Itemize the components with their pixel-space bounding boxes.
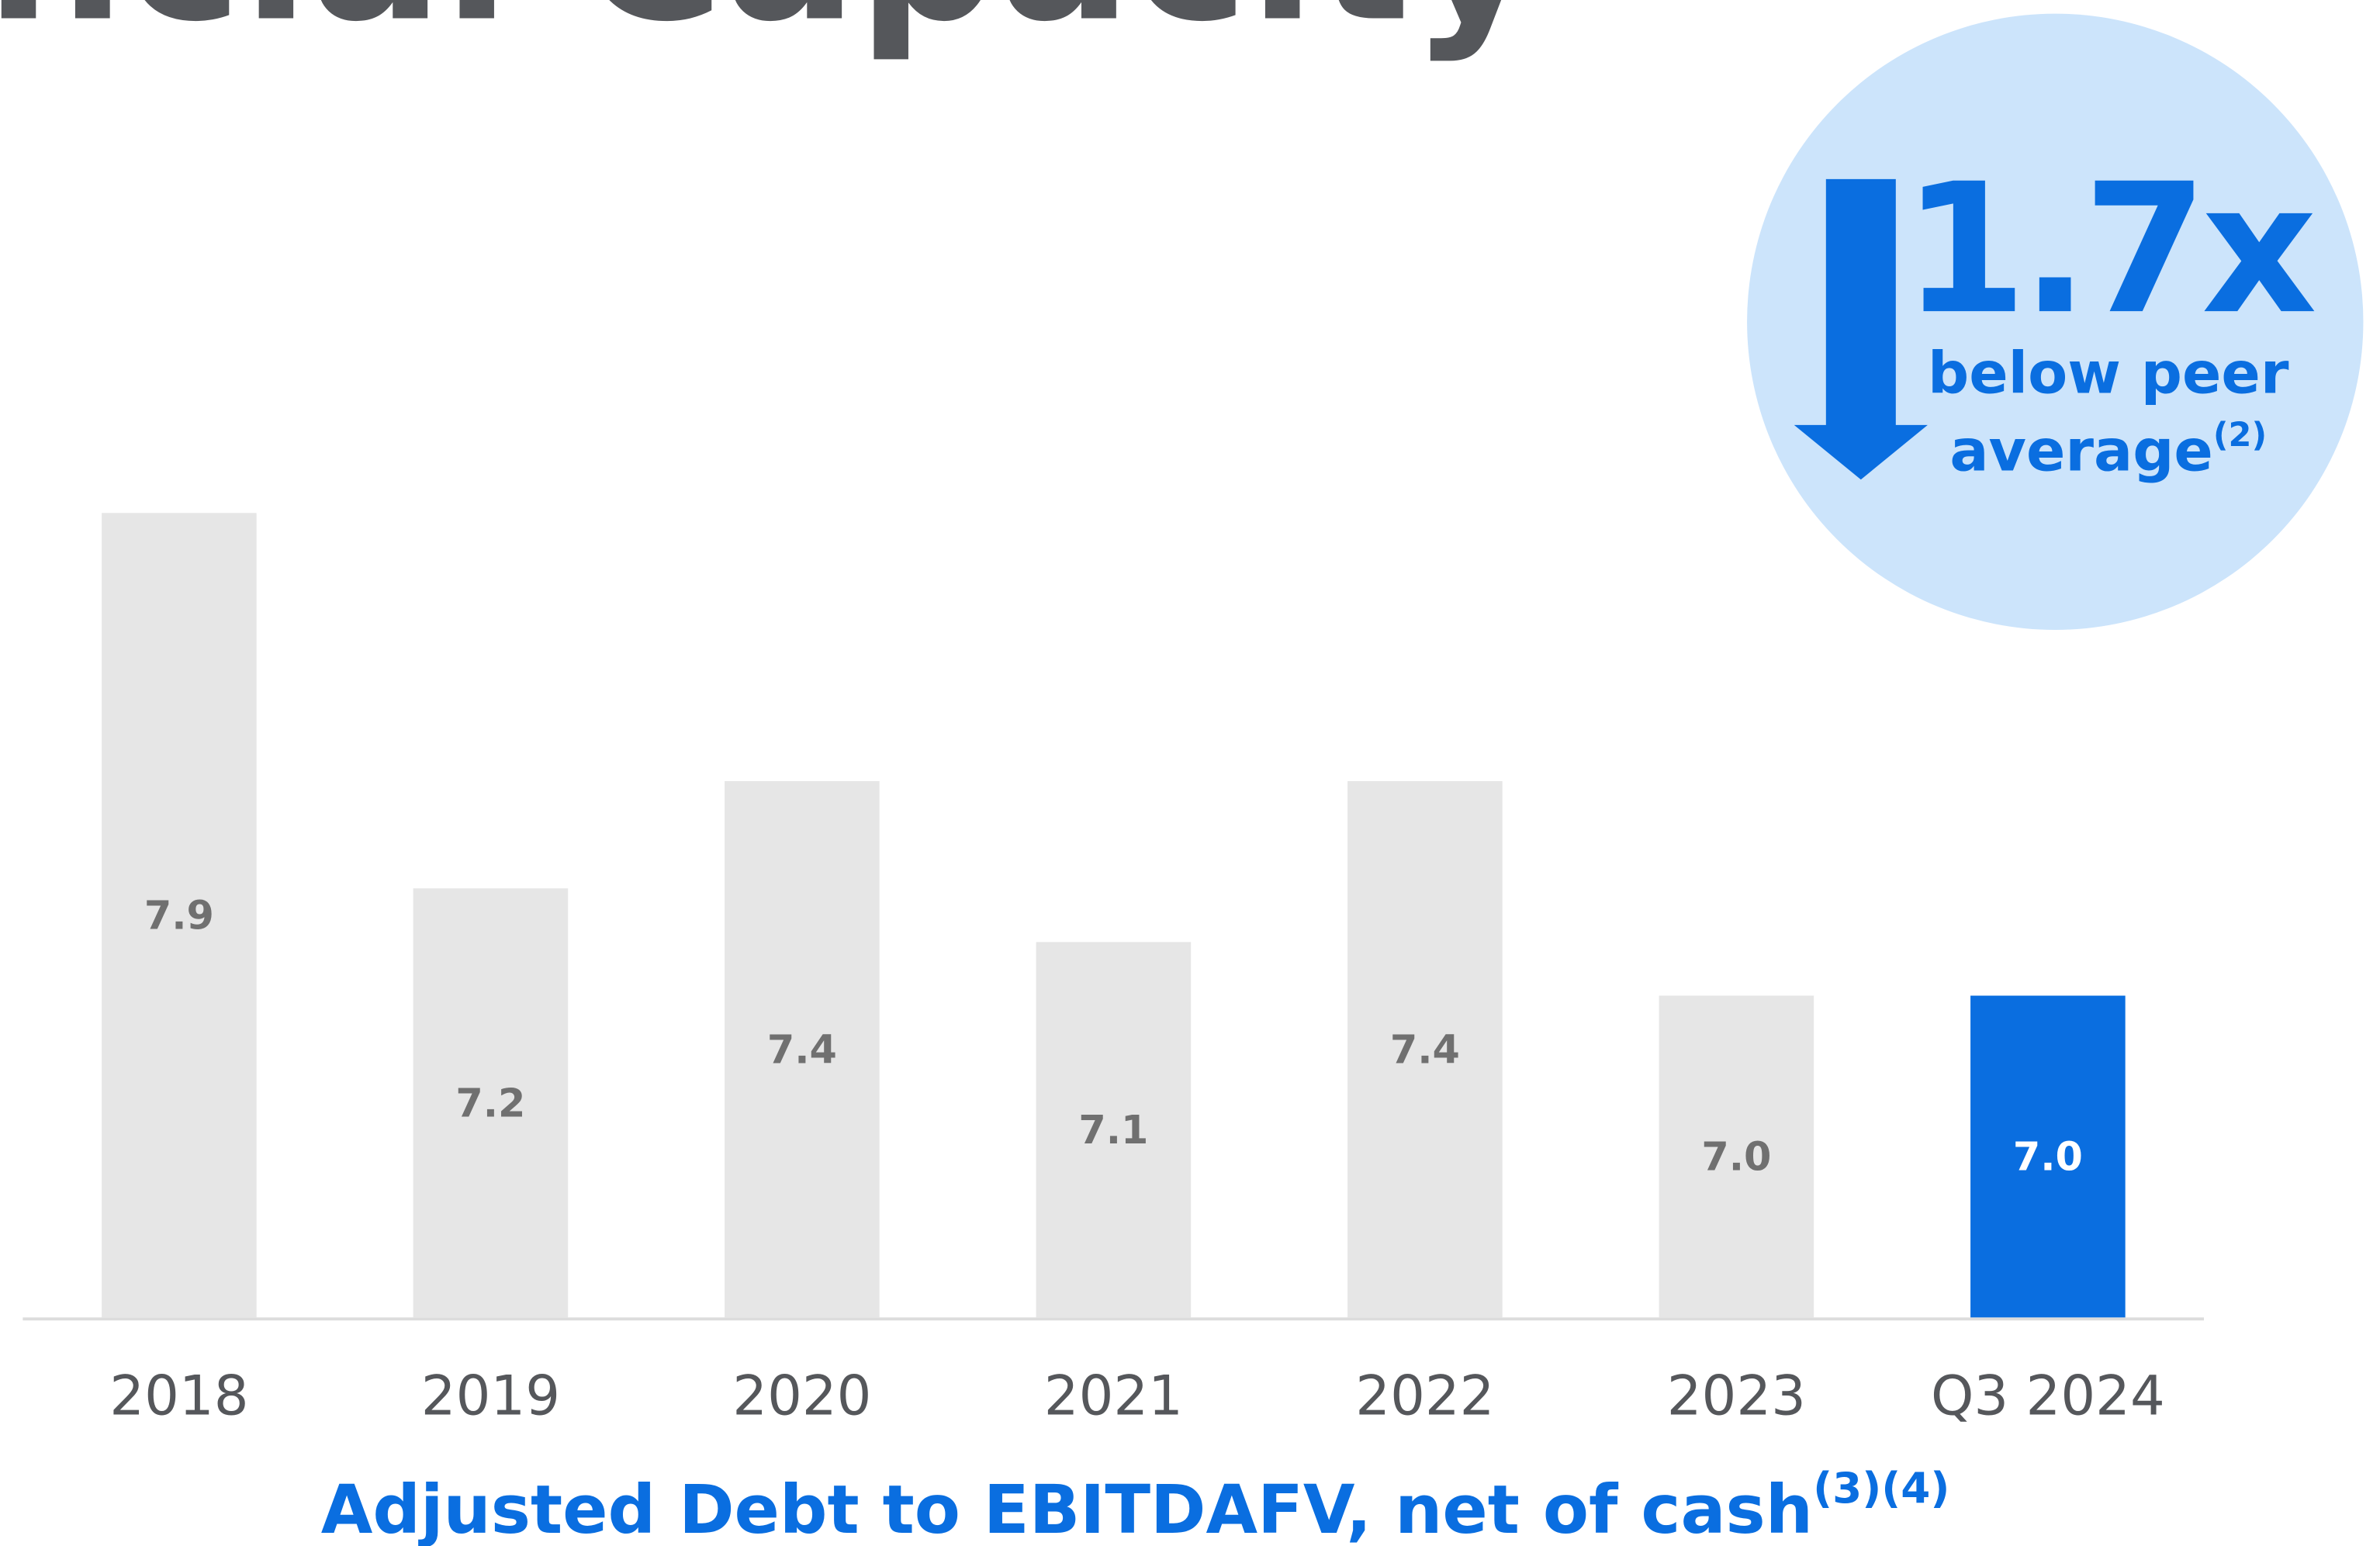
bar — [102, 513, 257, 1318]
data-label: 7.1 — [1078, 1107, 1148, 1153]
x-tick-label: 2018 — [109, 1364, 248, 1428]
data-label: 7.9 — [144, 892, 214, 938]
x-axis-label-note: (3)(4) — [1813, 1463, 1949, 1513]
callout-line-text: average — [1949, 417, 2213, 485]
bar — [725, 781, 880, 1318]
callout-note: (2) — [2213, 416, 2267, 455]
x-tick-label: 2023 — [1667, 1364, 1806, 1428]
bar — [1347, 781, 1503, 1318]
x-tick-label: 2019 — [421, 1364, 560, 1428]
chart-title: ncial Capacity — [0, 0, 1539, 64]
callout-line: below peer — [1928, 340, 2289, 407]
callout-line: average(2) — [1949, 416, 2267, 484]
x-axis-label-text: Adjusted Debt to EBITDAFV, net of cash — [321, 1472, 1813, 1546]
bar — [1036, 942, 1192, 1318]
data-label: 7.2 — [455, 1080, 525, 1126]
data-label: 7.4 — [1390, 1026, 1460, 1072]
callout-circle — [1747, 13, 2364, 630]
x-tick-label: 2022 — [1355, 1364, 1494, 1428]
bar — [413, 888, 569, 1318]
arrow-shaft — [1825, 178, 1896, 428]
arrow-head — [1794, 424, 1928, 480]
x-tick-label: 2020 — [732, 1364, 871, 1428]
callout-headline: 1.7x — [1903, 146, 2315, 354]
bar — [1970, 995, 2126, 1318]
data-label: 7.0 — [2013, 1134, 2083, 1180]
bar — [1659, 995, 1814, 1318]
data-label: 7.4 — [767, 1026, 837, 1072]
x-tick-label: 2021 — [1044, 1364, 1183, 1428]
data-label: 7.0 — [1701, 1134, 1771, 1180]
x-tick-label: Q3 2024 — [1931, 1364, 2165, 1428]
x-axis-label: Adjusted Debt to EBITDAFV, net of cash(3… — [321, 1463, 1950, 1546]
